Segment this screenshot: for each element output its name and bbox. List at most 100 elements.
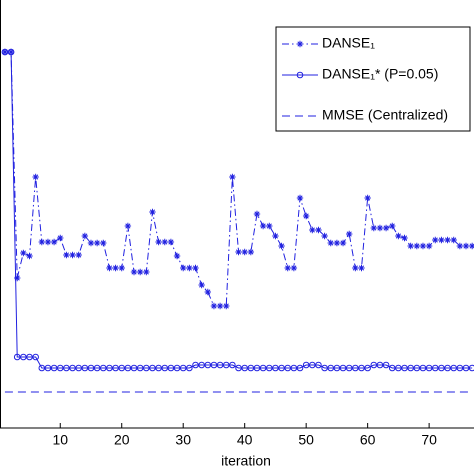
star-marker [81,232,89,240]
circle-marker [235,364,242,372]
star-marker [69,251,76,259]
circle-marker [352,364,359,372]
circle-marker [419,364,427,372]
star-marker [419,242,427,250]
star-marker [155,238,162,246]
circle-marker [284,364,292,372]
circle-marker [63,364,70,372]
star-marker [278,242,285,250]
star-marker [32,173,39,181]
star-marker [315,226,322,234]
star-marker [20,249,27,257]
circle-marker [456,364,464,372]
star-marker [38,238,46,246]
star-marker [180,264,187,272]
circle-marker [296,364,304,372]
circle-marker [388,364,396,372]
circle-marker [468,364,474,372]
legend-marker [296,40,304,48]
star-marker [462,242,470,250]
x-tick-label: 70 [421,432,437,448]
x-tick-label: 60 [360,432,376,448]
circle-marker [241,364,248,372]
star-marker [235,248,242,256]
star-marker [136,268,144,276]
star-marker [192,264,199,272]
star-marker [130,268,138,276]
star-marker [14,274,21,282]
circle-marker [407,364,414,372]
star-marker [198,281,205,289]
star-marker [450,236,457,244]
star-marker [167,238,175,246]
circle-marker [38,364,46,372]
circle-marker [50,364,58,372]
star-marker [266,222,273,230]
legend-label: MMSE (Centralized) [322,107,448,123]
star-marker [63,251,70,259]
star-marker [247,248,255,256]
x-tick-label: 40 [237,432,253,448]
star-marker [395,232,402,240]
circle-marker [444,364,451,372]
star-marker [241,248,248,256]
circle-marker [253,364,261,372]
star-marker [100,239,107,247]
star-marker [339,239,347,247]
circle-marker [272,364,279,372]
star-marker [216,302,224,310]
circle-marker [106,364,113,372]
star-marker [382,224,390,232]
x-tick-label: 30 [175,432,191,448]
circle-marker [161,364,169,372]
star-marker [432,236,439,244]
star-marker [401,234,408,242]
star-marker [161,238,168,246]
star-marker [112,264,119,272]
star-marker [87,239,95,247]
circle-marker [216,361,224,369]
circle-marker [438,364,445,372]
circle-marker [327,364,335,372]
circle-marker [425,364,433,372]
star-marker [259,222,267,230]
star-marker [210,302,218,310]
circle-marker [395,364,402,372]
star-marker [290,264,298,272]
star-marker [444,236,451,244]
star-marker [75,251,82,259]
star-marker [333,239,341,247]
circle-marker [32,353,39,361]
circle-marker [112,364,119,372]
circle-marker [401,364,408,372]
star-marker [44,238,52,246]
circle-marker [247,364,255,372]
star-marker [186,264,193,272]
star-marker [149,208,156,216]
star-marker [93,239,101,247]
star-marker [173,252,181,260]
circle-marker [339,364,347,372]
star-marker [364,194,371,202]
circle-marker [222,361,230,369]
circle-marker [192,361,199,369]
star-marker [143,268,150,276]
circle-marker [364,364,371,372]
star-marker [370,224,377,232]
circle-marker [136,364,144,372]
series-line [4,51,473,307]
circle-marker [99,364,107,372]
star-marker [389,222,396,230]
star-marker [345,230,353,238]
star-marker [438,236,445,244]
circle-marker [229,361,236,369]
star-marker [358,264,365,272]
circle-marker [75,364,82,372]
circle-marker [167,364,175,372]
circle-marker [69,364,76,372]
star-marker [456,242,464,250]
legend-label: DANSE₁* (P=0.05) [322,66,438,82]
x-axis-label: iteration [221,453,271,469]
circle-marker [118,364,126,372]
